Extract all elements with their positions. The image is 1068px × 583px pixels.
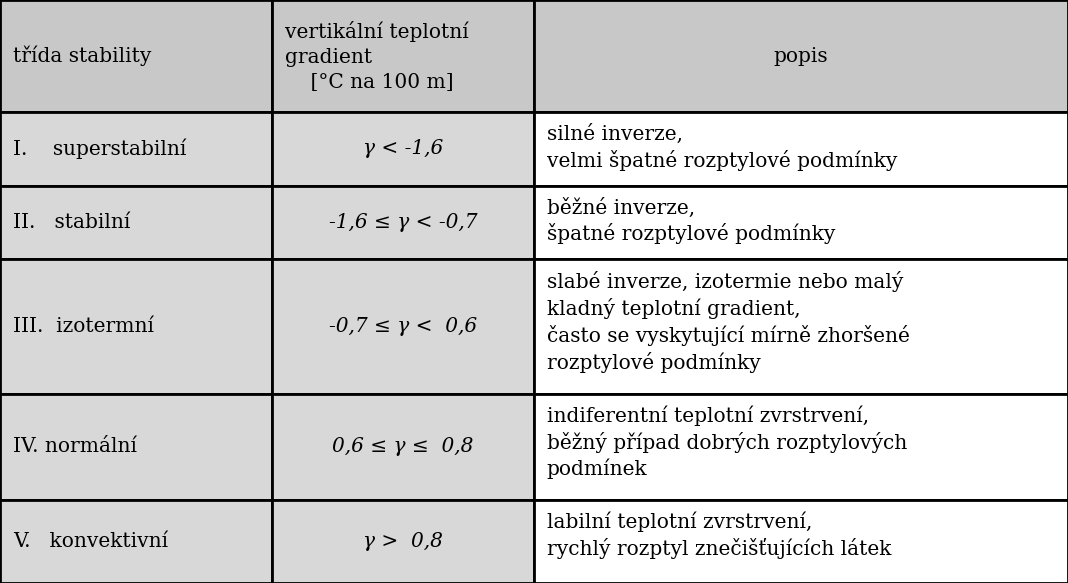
Text: γ >  0,8: γ > 0,8 xyxy=(363,532,443,551)
Bar xyxy=(534,394,1068,500)
Bar xyxy=(534,0,1068,112)
Bar xyxy=(272,112,534,186)
Bar xyxy=(272,259,534,394)
Text: V.   konvektivní: V. konvektivní xyxy=(13,532,168,551)
Bar xyxy=(534,500,1068,583)
Bar xyxy=(272,394,534,500)
Bar xyxy=(534,259,1068,394)
Text: vertikální teplotní
gradient
    [°C na 100 m]: vertikální teplotní gradient [°C na 100 … xyxy=(285,20,469,92)
Text: I.    superstabilní: I. superstabilní xyxy=(13,139,186,159)
Bar xyxy=(0,259,272,394)
Bar xyxy=(0,0,272,112)
Text: běžné inverze,
špatné rozptylové podmínky: běžné inverze, špatné rozptylové podmínk… xyxy=(547,198,835,244)
Text: II.   stabilní: II. stabilní xyxy=(13,213,130,232)
Bar xyxy=(0,394,272,500)
Text: třída stability: třída stability xyxy=(13,46,152,66)
Bar xyxy=(272,186,534,259)
Text: 0,6 ≤ γ ≤  0,8: 0,6 ≤ γ ≤ 0,8 xyxy=(332,437,474,456)
Bar xyxy=(0,500,272,583)
Text: labilní teplotní zvrstrvení,
rychlý rozptyl znečišťujících látek: labilní teplotní zvrstrvení, rychlý rozp… xyxy=(547,511,891,559)
Text: indiferentní teplotní zvrstrvení,
běžný případ dobrých rozptylových
podmínek: indiferentní teplotní zvrstrvení, běžný … xyxy=(547,406,907,479)
Text: silné inverze,
velmi špatné rozptylové podmínky: silné inverze, velmi špatné rozptylové p… xyxy=(547,124,897,171)
Bar xyxy=(534,112,1068,186)
Text: γ < -1,6: γ < -1,6 xyxy=(363,139,443,159)
Bar xyxy=(534,186,1068,259)
Text: -0,7 ≤ γ <  0,6: -0,7 ≤ γ < 0,6 xyxy=(329,317,477,336)
Text: popis: popis xyxy=(773,47,829,65)
Bar xyxy=(0,186,272,259)
Text: III.  izotermní: III. izotermní xyxy=(13,317,154,336)
Bar xyxy=(0,112,272,186)
Text: slabé inverze, izotermie nebo malý
kladný teplotní gradient,
často se vyskytujíc: slabé inverze, izotermie nebo malý kladn… xyxy=(547,271,910,373)
Bar xyxy=(272,0,534,112)
Bar xyxy=(272,500,534,583)
Text: IV. normální: IV. normální xyxy=(13,437,137,456)
Text: -1,6 ≤ γ < -0,7: -1,6 ≤ γ < -0,7 xyxy=(329,213,477,232)
